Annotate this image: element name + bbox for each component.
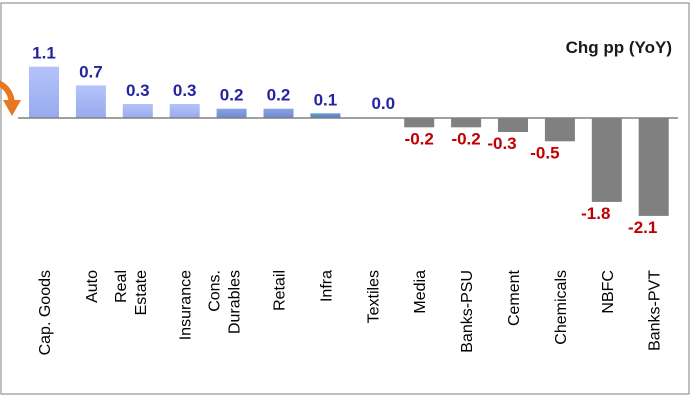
value-label-cement: -0.3	[487, 134, 516, 153]
category-label-nbfc: NBFC	[600, 270, 617, 314]
category-label-chemicals: Chemicals	[553, 270, 570, 345]
bar-banks-psu	[451, 118, 482, 128]
category-label-retail: Retail	[272, 270, 289, 311]
category-label-insurance: Insurance	[178, 270, 195, 340]
value-labels-group: 1.1 0.7 0.3 0.3 0.2 0.2 0.1 0.0 -0.2 -0.2 -0.3 -0.5…	[32, 44, 657, 237]
value-label-infra: 0.1	[314, 90, 338, 109]
bar-cons-durables	[216, 108, 247, 118]
bars-group	[29, 66, 669, 216]
bar-auto	[75, 85, 106, 118]
value-label-cons-durables: 0.2	[220, 86, 244, 105]
orange-arrow-icon	[0, 80, 21, 116]
value-label-banks-pvt: -2.1	[628, 218, 657, 237]
category-label-media: Media	[412, 270, 429, 314]
category-label-cement: Cement	[506, 269, 523, 326]
bar-media	[404, 118, 435, 128]
value-label-banks-psu: -0.2	[451, 129, 480, 148]
chart-border	[0, 2, 690, 395]
value-label-auto: 0.7	[79, 62, 103, 81]
category-label-infra: Infra	[318, 270, 335, 302]
value-label-insurance: 0.3	[173, 81, 197, 100]
category-label-real-estate: Real Estate	[113, 270, 150, 315]
bar-chemicals	[544, 118, 575, 142]
bar-nbfc	[591, 118, 622, 202]
value-label-media: -0.2	[405, 129, 434, 148]
bar-cap-goods	[29, 66, 59, 118]
category-label-auto: Auto	[84, 270, 101, 303]
value-label-textiles: 0.0	[371, 94, 395, 113]
value-label-retail: 0.2	[267, 86, 291, 105]
category-label-banks-psu: Banks-PSU	[459, 270, 476, 353]
category-label-cap-goods: Cap. Goods	[37, 270, 54, 355]
value-label-chemicals: -0.5	[530, 143, 559, 162]
chart-title: Chg pp (YoY)	[566, 38, 672, 57]
bar-banks-pvt	[638, 118, 669, 216]
bar-real-estate	[122, 104, 153, 118]
category-label-banks-pvt: Banks-PVT	[647, 270, 664, 351]
bar-retail	[263, 108, 294, 118]
bar-cement	[498, 118, 528, 132]
value-label-nbfc: -1.8	[581, 204, 610, 223]
value-label-real-estate: 0.3	[126, 81, 150, 100]
value-label-cap-goods: 1.1	[32, 44, 56, 63]
category-label-cons-durables: Cons. Durables	[207, 270, 244, 334]
category-labels-group: Cap. Goods Auto Real Estate Insurance Cons. Du…	[37, 269, 664, 355]
bar-infra	[310, 113, 341, 118]
bar-insurance	[169, 104, 200, 118]
category-label-textiles: Textiles	[365, 270, 382, 323]
